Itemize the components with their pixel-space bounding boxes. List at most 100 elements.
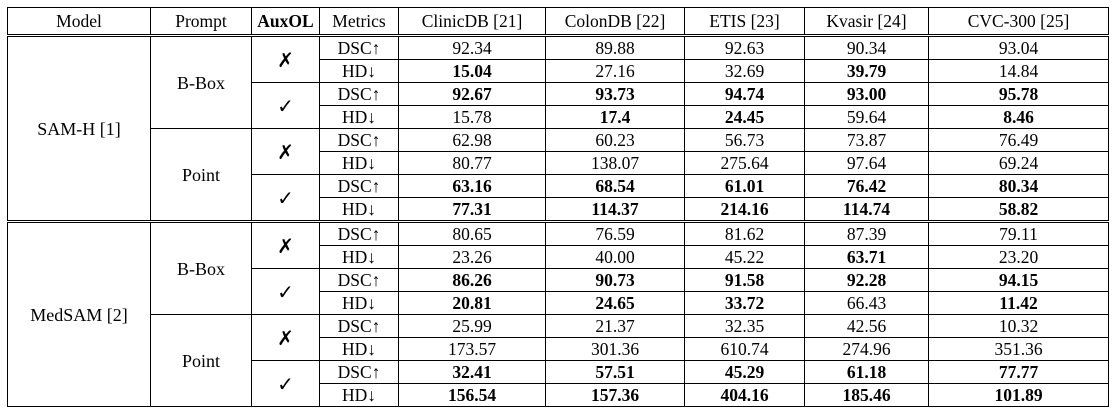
- column-header: AuxOL: [251, 7, 320, 37]
- value-cell: 14.84: [928, 59, 1109, 83]
- value-cell: 80.77: [398, 151, 546, 175]
- value-cell: 10.32: [928, 314, 1109, 338]
- value-cell: 11.42: [928, 291, 1109, 315]
- value-cell: 92.63: [684, 35, 805, 60]
- check-icon: ✓: [251, 82, 320, 129]
- column-header: Prompt: [150, 7, 252, 37]
- value-cell: 61.18: [804, 360, 929, 384]
- value-cell: 42.56: [804, 314, 929, 338]
- value-cell: 76.49: [928, 128, 1109, 152]
- value-cell: 404.16: [684, 383, 805, 407]
- metric-cell: HD↓: [319, 151, 399, 175]
- table-row: ✓ DSC↑ 92.67 93.73 94.74 93.00 95.78: [8, 82, 1109, 129]
- value-cell: 21.37: [545, 314, 685, 338]
- value-cell: 89.88: [545, 35, 685, 60]
- table-row: HD↓ 156.54 157.36 404.16 185.46 101.89: [8, 383, 1109, 407]
- value-cell: 80.65: [398, 220, 546, 246]
- value-cell: 25.99: [398, 314, 546, 338]
- metric-cell: HD↓: [319, 197, 399, 222]
- value-cell: 32.35: [684, 314, 805, 338]
- header-row: Model Prompt AuxOL Metrics ClinicDB [21] Colo…: [7, 7, 1109, 37]
- table-row: SAM-H [1] B-Box ✗ DSC↑ 92.34 89.88 92.63 90.34 9…: [7, 35, 1109, 222]
- value-cell: 57.51: [545, 360, 685, 384]
- table-row: HD↓ 80.77 138.07 275.64 97.64 69.24: [8, 151, 1109, 175]
- metric-cell: DSC↑: [319, 35, 399, 60]
- value-cell: 92.28: [804, 268, 929, 292]
- value-cell: 56.73: [684, 128, 805, 152]
- cross-icon: ✗: [251, 220, 320, 269]
- value-cell: 33.72: [684, 291, 805, 315]
- value-cell: 45.29: [684, 360, 805, 384]
- table-row: ✓ DSC↑ 63.16 68.54 61.01 76.42 80.34: [8, 174, 1109, 222]
- prompt-cell: Point: [150, 314, 252, 407]
- value-cell: 351.36: [928, 337, 1109, 361]
- results-table-container: Model Prompt AuxOL Metrics ClinicDB [21] Colo…: [7, 7, 1109, 407]
- value-cell: 63.71: [804, 245, 929, 269]
- table-row: Point ✗ DSC↑ 25.99 21.37 32.35 42.56 10.32: [8, 314, 1109, 407]
- metric-cell: HD↓: [319, 105, 399, 129]
- metric-cell: HD↓: [319, 245, 399, 269]
- prompt-cell: B-Box: [150, 220, 252, 315]
- value-cell: 90.34: [804, 35, 929, 60]
- table-row: HD↓ 15.04 27.16 32.69 39.79 14.84: [8, 59, 1109, 83]
- value-cell: 79.11: [928, 220, 1109, 246]
- value-cell: 274.96: [804, 337, 929, 361]
- value-cell: 73.87: [804, 128, 929, 152]
- results-table: Model Prompt AuxOL Metrics ClinicDB [21] Colo…: [7, 7, 1109, 407]
- check-icon: ✓: [251, 360, 320, 407]
- value-cell: 59.64: [804, 105, 929, 129]
- column-header: CVC-300 [25]: [928, 7, 1109, 37]
- value-cell: 76.59: [545, 220, 685, 246]
- table-row: Point ✗ DSC↑ 62.98 60.23 56.73 73.87 76.49: [8, 128, 1109, 222]
- value-cell: 138.07: [545, 151, 685, 175]
- value-cell: 94.15: [928, 268, 1109, 292]
- metric-cell: HD↓: [319, 291, 399, 315]
- value-cell: 214.16: [684, 197, 805, 222]
- table-row: ✓ DSC↑ 86.26 90.73 91.58 92.28 94.15: [8, 268, 1109, 315]
- value-cell: 114.37: [545, 197, 685, 222]
- value-cell: 91.58: [684, 268, 805, 292]
- value-cell: 39.79: [804, 59, 929, 83]
- value-cell: 8.46: [928, 105, 1109, 129]
- value-cell: 275.64: [684, 151, 805, 175]
- table-row: HD↓ 23.26 40.00 45.22 63.71 23.20: [8, 245, 1109, 269]
- value-cell: 81.62: [684, 220, 805, 246]
- value-cell: 24.45: [684, 105, 805, 129]
- metric-cell: DSC↑: [319, 128, 399, 152]
- table-row: HD↓ 15.78 17.4 24.45 59.64 8.46: [8, 105, 1109, 129]
- column-header: Model: [7, 7, 151, 37]
- prompt-cell: B-Box: [150, 35, 252, 129]
- value-cell: 61.01: [684, 174, 805, 198]
- metric-cell: DSC↑: [319, 174, 399, 198]
- value-cell: 93.00: [804, 82, 929, 106]
- metric-cell: DSC↑: [319, 220, 399, 246]
- metric-cell: DSC↑: [319, 360, 399, 384]
- column-header: ETIS [23]: [684, 7, 805, 37]
- value-cell: 86.26: [398, 268, 546, 292]
- value-cell: 23.26: [398, 245, 546, 269]
- value-cell: 101.89: [928, 383, 1109, 407]
- metric-cell: HD↓: [319, 59, 399, 83]
- value-cell: 94.74: [684, 82, 805, 106]
- metric-cell: DSC↑: [319, 82, 399, 106]
- value-cell: 23.20: [928, 245, 1109, 269]
- table-row: ✓ DSC↑ 32.41 57.51 45.29 61.18 77.77: [8, 360, 1109, 407]
- value-cell: 76.42: [804, 174, 929, 198]
- cross-icon: ✗: [251, 314, 320, 361]
- value-cell: 114.74: [804, 197, 929, 222]
- value-cell: 17.4: [545, 105, 685, 129]
- column-header: ClinicDB [21]: [398, 7, 546, 37]
- value-cell: 95.78: [928, 82, 1109, 106]
- table-row: HD↓ 20.81 24.65 33.72 66.43 11.42: [8, 291, 1109, 315]
- value-cell: 60.23: [545, 128, 685, 152]
- value-cell: 68.54: [545, 174, 685, 198]
- column-header: ColonDB [22]: [545, 7, 685, 37]
- value-cell: 301.36: [545, 337, 685, 361]
- cross-icon: ✗: [251, 128, 320, 175]
- column-header: Metrics: [319, 7, 399, 37]
- table-body: SAM-H [1] B-Box ✗ DSC↑ 92.34 89.88 92.63 90.34 9…: [7, 35, 1109, 407]
- value-cell: 32.69: [684, 59, 805, 83]
- value-cell: 185.46: [804, 383, 929, 407]
- value-cell: 610.74: [684, 337, 805, 361]
- table-row: HD↓ 173.57 301.36 610.74 274.96 351.36: [8, 337, 1109, 361]
